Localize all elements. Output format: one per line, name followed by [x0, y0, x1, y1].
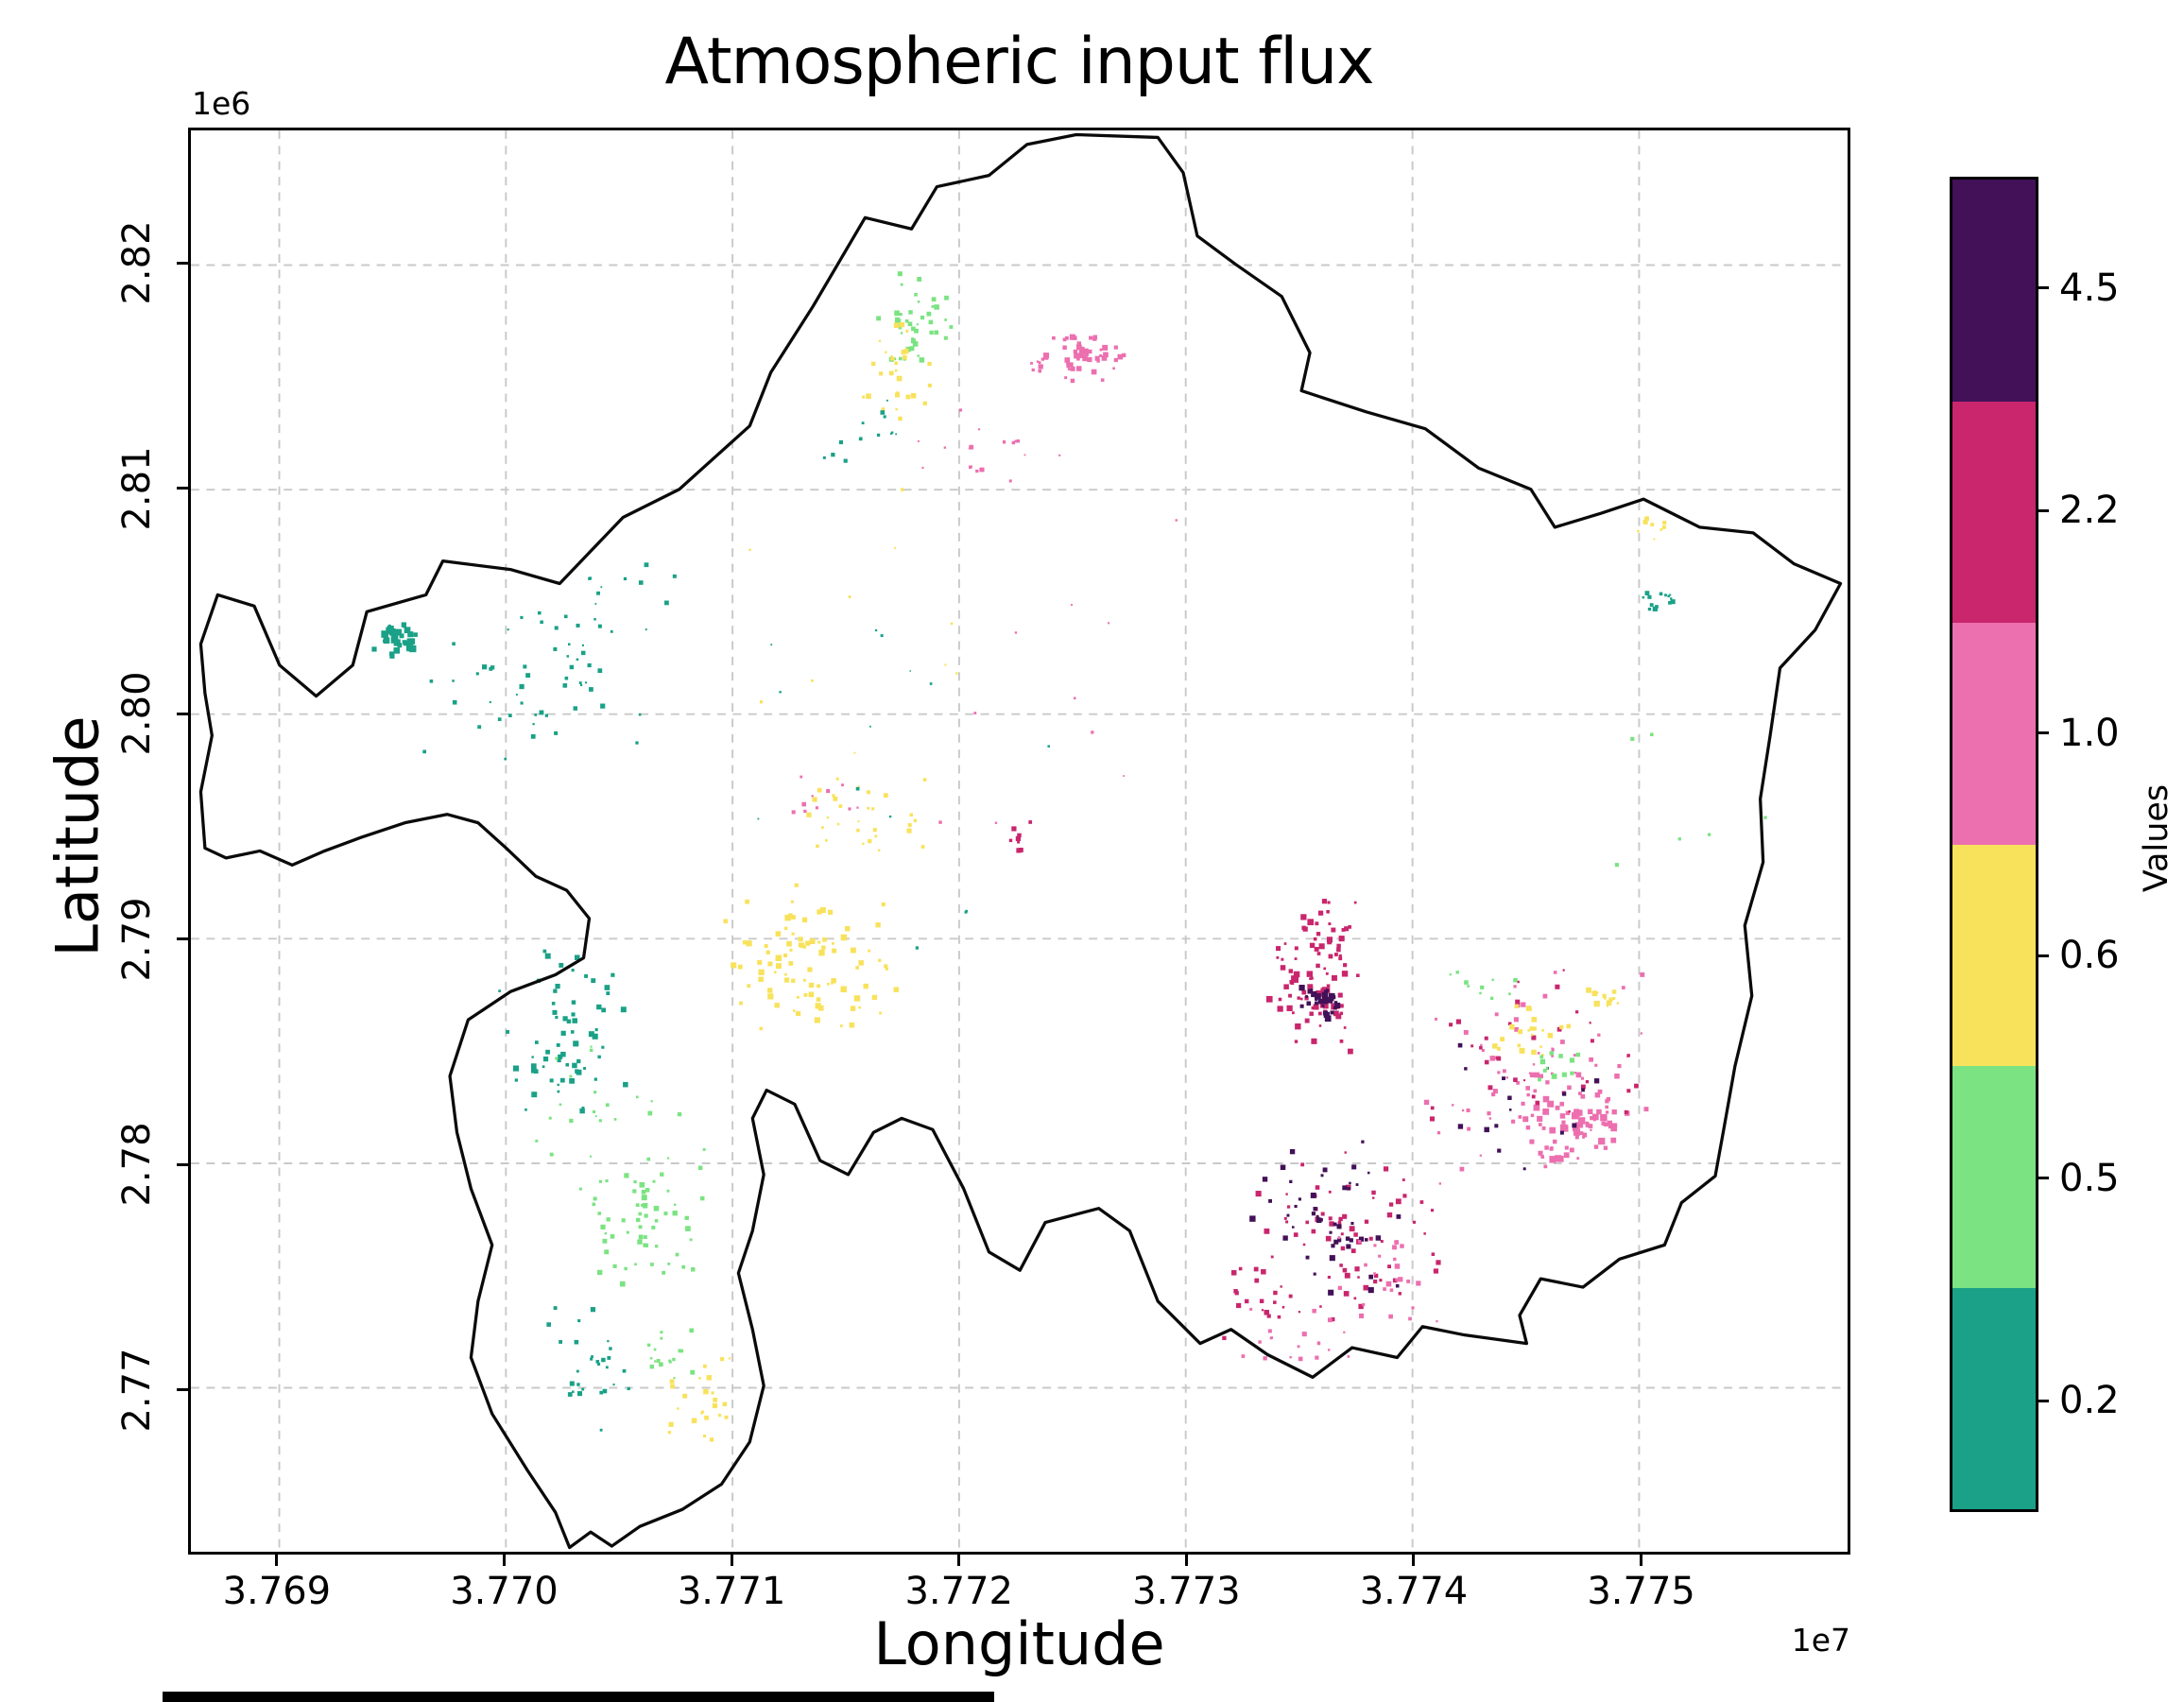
raster-cluster — [1241, 1307, 1350, 1362]
colorbar-tickmark — [2038, 954, 2049, 957]
raster-cluster — [748, 488, 958, 754]
colorbar-tickmark — [2038, 1177, 2049, 1180]
x-tick-label: 3.775 — [1587, 1570, 1695, 1613]
raster-cluster — [1265, 899, 1360, 1055]
raster-cluster — [1637, 516, 1667, 541]
colorbar-tickmark — [2038, 731, 2049, 735]
raster-cluster — [667, 1357, 731, 1442]
raster-cluster — [537, 562, 677, 633]
raster-cluster — [1449, 971, 1518, 1000]
colorbar-label: Values — [2138, 783, 2175, 893]
colorbar-tick-label: 0.2 — [2059, 1379, 2120, 1423]
raster-cluster — [806, 777, 927, 852]
raster-cluster — [1516, 1081, 1630, 1163]
x-tick-label: 3.769 — [222, 1570, 332, 1613]
raster-cluster — [371, 622, 418, 659]
y-tickmark — [177, 937, 188, 941]
raster-cluster — [498, 949, 628, 1114]
colorbar-tick-label: 4.5 — [2059, 266, 2120, 310]
y-tick-label: 2.77 — [115, 1348, 159, 1433]
raster-cluster — [876, 271, 954, 363]
y-tick-label: 2.80 — [115, 671, 159, 756]
x-axis-label: Longitude — [873, 1609, 1165, 1678]
y-axis-offset-text: 1e6 — [192, 85, 251, 122]
y-axis-label: Latitude — [43, 715, 112, 957]
y-tickmark — [177, 1388, 188, 1392]
y-tickmark — [177, 261, 188, 265]
y-tickmark — [177, 712, 188, 715]
x-tickmark — [730, 1555, 733, 1566]
colorbar-segment — [1952, 1066, 2036, 1288]
raster-cluster — [1429, 969, 1639, 1122]
raster-cluster — [535, 1045, 706, 1183]
raster-cluster — [1008, 820, 1033, 853]
raster-cluster — [791, 775, 859, 815]
colorbar-tick-label: 2.2 — [2059, 489, 2120, 533]
x-tick-label: 3.771 — [677, 1570, 786, 1613]
raster-cluster — [1586, 987, 1620, 1007]
colorbar-segment — [1952, 1287, 2036, 1509]
y-tickmark — [177, 487, 188, 490]
raster-cluster — [862, 321, 932, 421]
x-tickmark — [1184, 1555, 1188, 1566]
chart-title: Atmospheric input flux — [664, 25, 1375, 99]
raster-cluster — [546, 1306, 630, 1432]
colorbar-tickmark — [2038, 508, 2049, 512]
raster-cluster — [917, 408, 1061, 483]
x-tickmark — [1412, 1555, 1416, 1566]
x-tick-label: 3.770 — [450, 1570, 559, 1613]
colorbar — [1950, 177, 2038, 1512]
x-tickmark — [1640, 1555, 1643, 1566]
plot-area — [188, 128, 1850, 1555]
y-tickmark — [177, 1162, 188, 1166]
raster-cluster — [1423, 971, 1649, 1185]
raster-cluster — [1614, 732, 1767, 868]
raster-cluster — [1030, 334, 1126, 384]
raster-cluster — [1327, 1236, 1438, 1323]
y-tick-label: 2.79 — [115, 897, 159, 982]
raster-cluster — [822, 399, 898, 463]
x-tick-label: 3.773 — [1132, 1570, 1241, 1613]
raster-cluster — [757, 628, 1050, 950]
colorbar-segment — [1952, 401, 2036, 623]
colorbar-tickmark — [2038, 1399, 2049, 1402]
raster-cluster — [646, 1328, 696, 1380]
x-tick-label: 3.772 — [904, 1570, 1013, 1613]
colorbar-tickmark — [2038, 286, 2049, 290]
x-tickmark — [275, 1555, 279, 1566]
colorbar-tick-label: 1.0 — [2059, 711, 2120, 755]
y-tick-label: 2.81 — [115, 446, 159, 531]
raster-cluster — [1222, 1266, 1301, 1341]
x-tick-label: 3.774 — [1359, 1570, 1469, 1613]
raster-cluster — [1492, 1004, 1572, 1057]
raster-layer — [371, 271, 1767, 1442]
raster-cluster — [1249, 1140, 1402, 1296]
colorbar-segment — [1952, 180, 2036, 402]
y-tick-label: 2.82 — [115, 220, 159, 305]
x-tickmark — [502, 1555, 506, 1566]
region-boundary — [198, 132, 1843, 1550]
map-svg — [191, 130, 1848, 1552]
raster-cluster — [1538, 1051, 1581, 1082]
raster-cluster — [578, 1172, 705, 1287]
raster-cluster — [422, 615, 642, 761]
raster-cluster — [1457, 1042, 1600, 1171]
colorbar-tick-label: 0.5 — [2059, 1156, 2120, 1200]
raster-cluster — [1298, 985, 1341, 1023]
y-tick-label: 2.78 — [115, 1122, 159, 1207]
raster-cluster — [723, 883, 900, 1031]
colorbar-tick-label: 0.6 — [2059, 934, 2120, 978]
raster-cluster — [1642, 591, 1676, 611]
gridlines — [191, 130, 1848, 1552]
x-axis-offset-text: 1e7 — [1791, 1622, 1850, 1659]
screenshot-edge-artifact — [163, 1692, 994, 1702]
x-tickmark — [957, 1555, 961, 1566]
colorbar-segment — [1952, 844, 2036, 1066]
raster-cluster — [938, 519, 1178, 824]
colorbar-segment — [1952, 623, 2036, 845]
